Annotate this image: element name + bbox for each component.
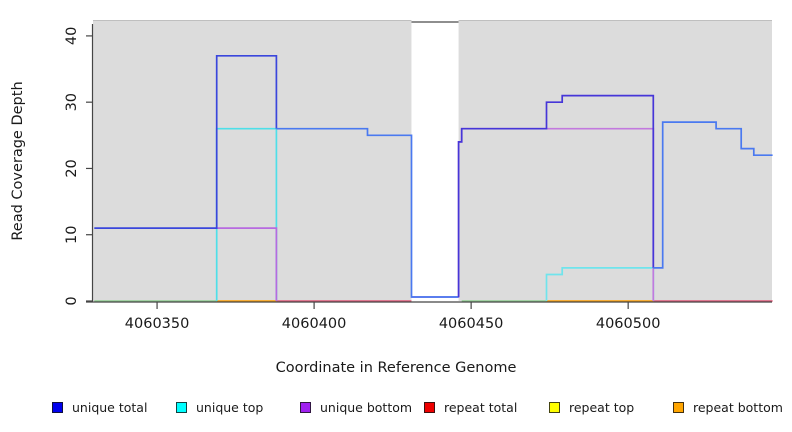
legend-swatch-icon (300, 401, 311, 413)
y-tick-label: 30 (64, 93, 80, 111)
legend-swatch-icon (673, 401, 684, 413)
legend-swatch-icon (424, 401, 435, 413)
y-tick-label: 40 (64, 27, 80, 45)
legend-swatch-icon (549, 401, 560, 413)
x-tick-label: 4060350 (125, 316, 190, 332)
x-axis-title: Coordinate in Reference Genome (275, 360, 517, 376)
legend-item-repeat-total: repeat total (424, 398, 517, 416)
x-tick-label: 4060450 (439, 316, 504, 332)
y-tick-label: 10 (64, 225, 80, 243)
legend-label: repeat bottom (693, 399, 783, 415)
legend-item-repeat-bottom: repeat bottom (673, 398, 783, 416)
x-tick-label: 4060400 (282, 316, 347, 332)
y-tick-label: 0 (64, 296, 80, 305)
legend-item-repeat-top: repeat top (549, 398, 634, 416)
series-line-unique-total (94, 54, 278, 229)
legend: unique total unique top unique bottom repea… (0, 398, 792, 420)
series-line-unique-total (653, 121, 773, 269)
legend-label: repeat top (569, 399, 635, 415)
legend-label: repeat total (444, 399, 518, 415)
legend-label: unique total (72, 399, 148, 415)
legend-label: unique bottom (320, 399, 413, 415)
legend-swatch-icon (176, 401, 187, 413)
x-tick-label: 4060500 (596, 316, 661, 332)
legend-item-unique-total: unique total (52, 398, 147, 416)
series-line-unique-total (276, 127, 459, 298)
gap-band (411, 20, 459, 301)
y-tick-label: 20 (64, 159, 80, 177)
y-axis-title: Read Coverage Depth (10, 81, 26, 241)
legend-swatch-icon (52, 401, 63, 413)
series-line-unique-bottom (216, 227, 278, 301)
legend-item-unique-bottom: unique bottom (300, 398, 412, 416)
legend-item-unique-top: unique top (176, 398, 263, 416)
legend-label: unique top (196, 399, 264, 415)
series-line-unique-total (457, 94, 655, 297)
